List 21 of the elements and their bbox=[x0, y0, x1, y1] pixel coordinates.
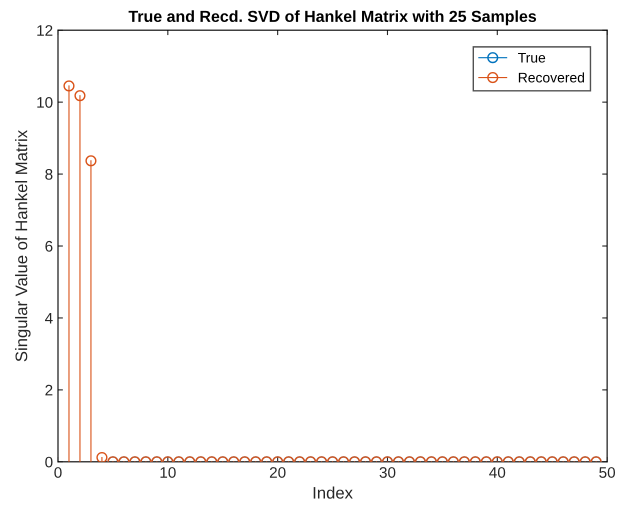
point bbox=[85, 155, 96, 166]
legend-label: True bbox=[518, 52, 546, 63]
y-tick-label: 4 bbox=[44, 312, 53, 324]
y-tick-label: 12 bbox=[37, 25, 52, 36]
x-tick-label: 40 bbox=[489, 467, 506, 478]
y-tick-label: 2 bbox=[45, 384, 52, 396]
y-axis-title: Singular Value of Hankel Matrix bbox=[15, 130, 31, 362]
y-tick-label: 10 bbox=[37, 97, 53, 108]
legend-label: Recovered bbox=[518, 72, 584, 83]
y-tick-label: 0 bbox=[45, 456, 53, 468]
chart-title: True and Recd. SVD of Hankel Matrix with 25 Samples bbox=[128, 10, 536, 26]
y-tick-label: 6 bbox=[45, 240, 52, 252]
x-axis-title: Index bbox=[314, 486, 353, 499]
x-tick-label: 0 bbox=[54, 467, 62, 478]
y-tick-label: 8 bbox=[45, 168, 52, 180]
x-tick-label: 20 bbox=[270, 467, 286, 478]
x-tick-label: 50 bbox=[599, 467, 616, 478]
x-tick-label: 10 bbox=[160, 467, 176, 478]
point bbox=[74, 90, 86, 102]
point bbox=[63, 80, 75, 92]
x-tick-label: 30 bbox=[380, 467, 396, 478]
